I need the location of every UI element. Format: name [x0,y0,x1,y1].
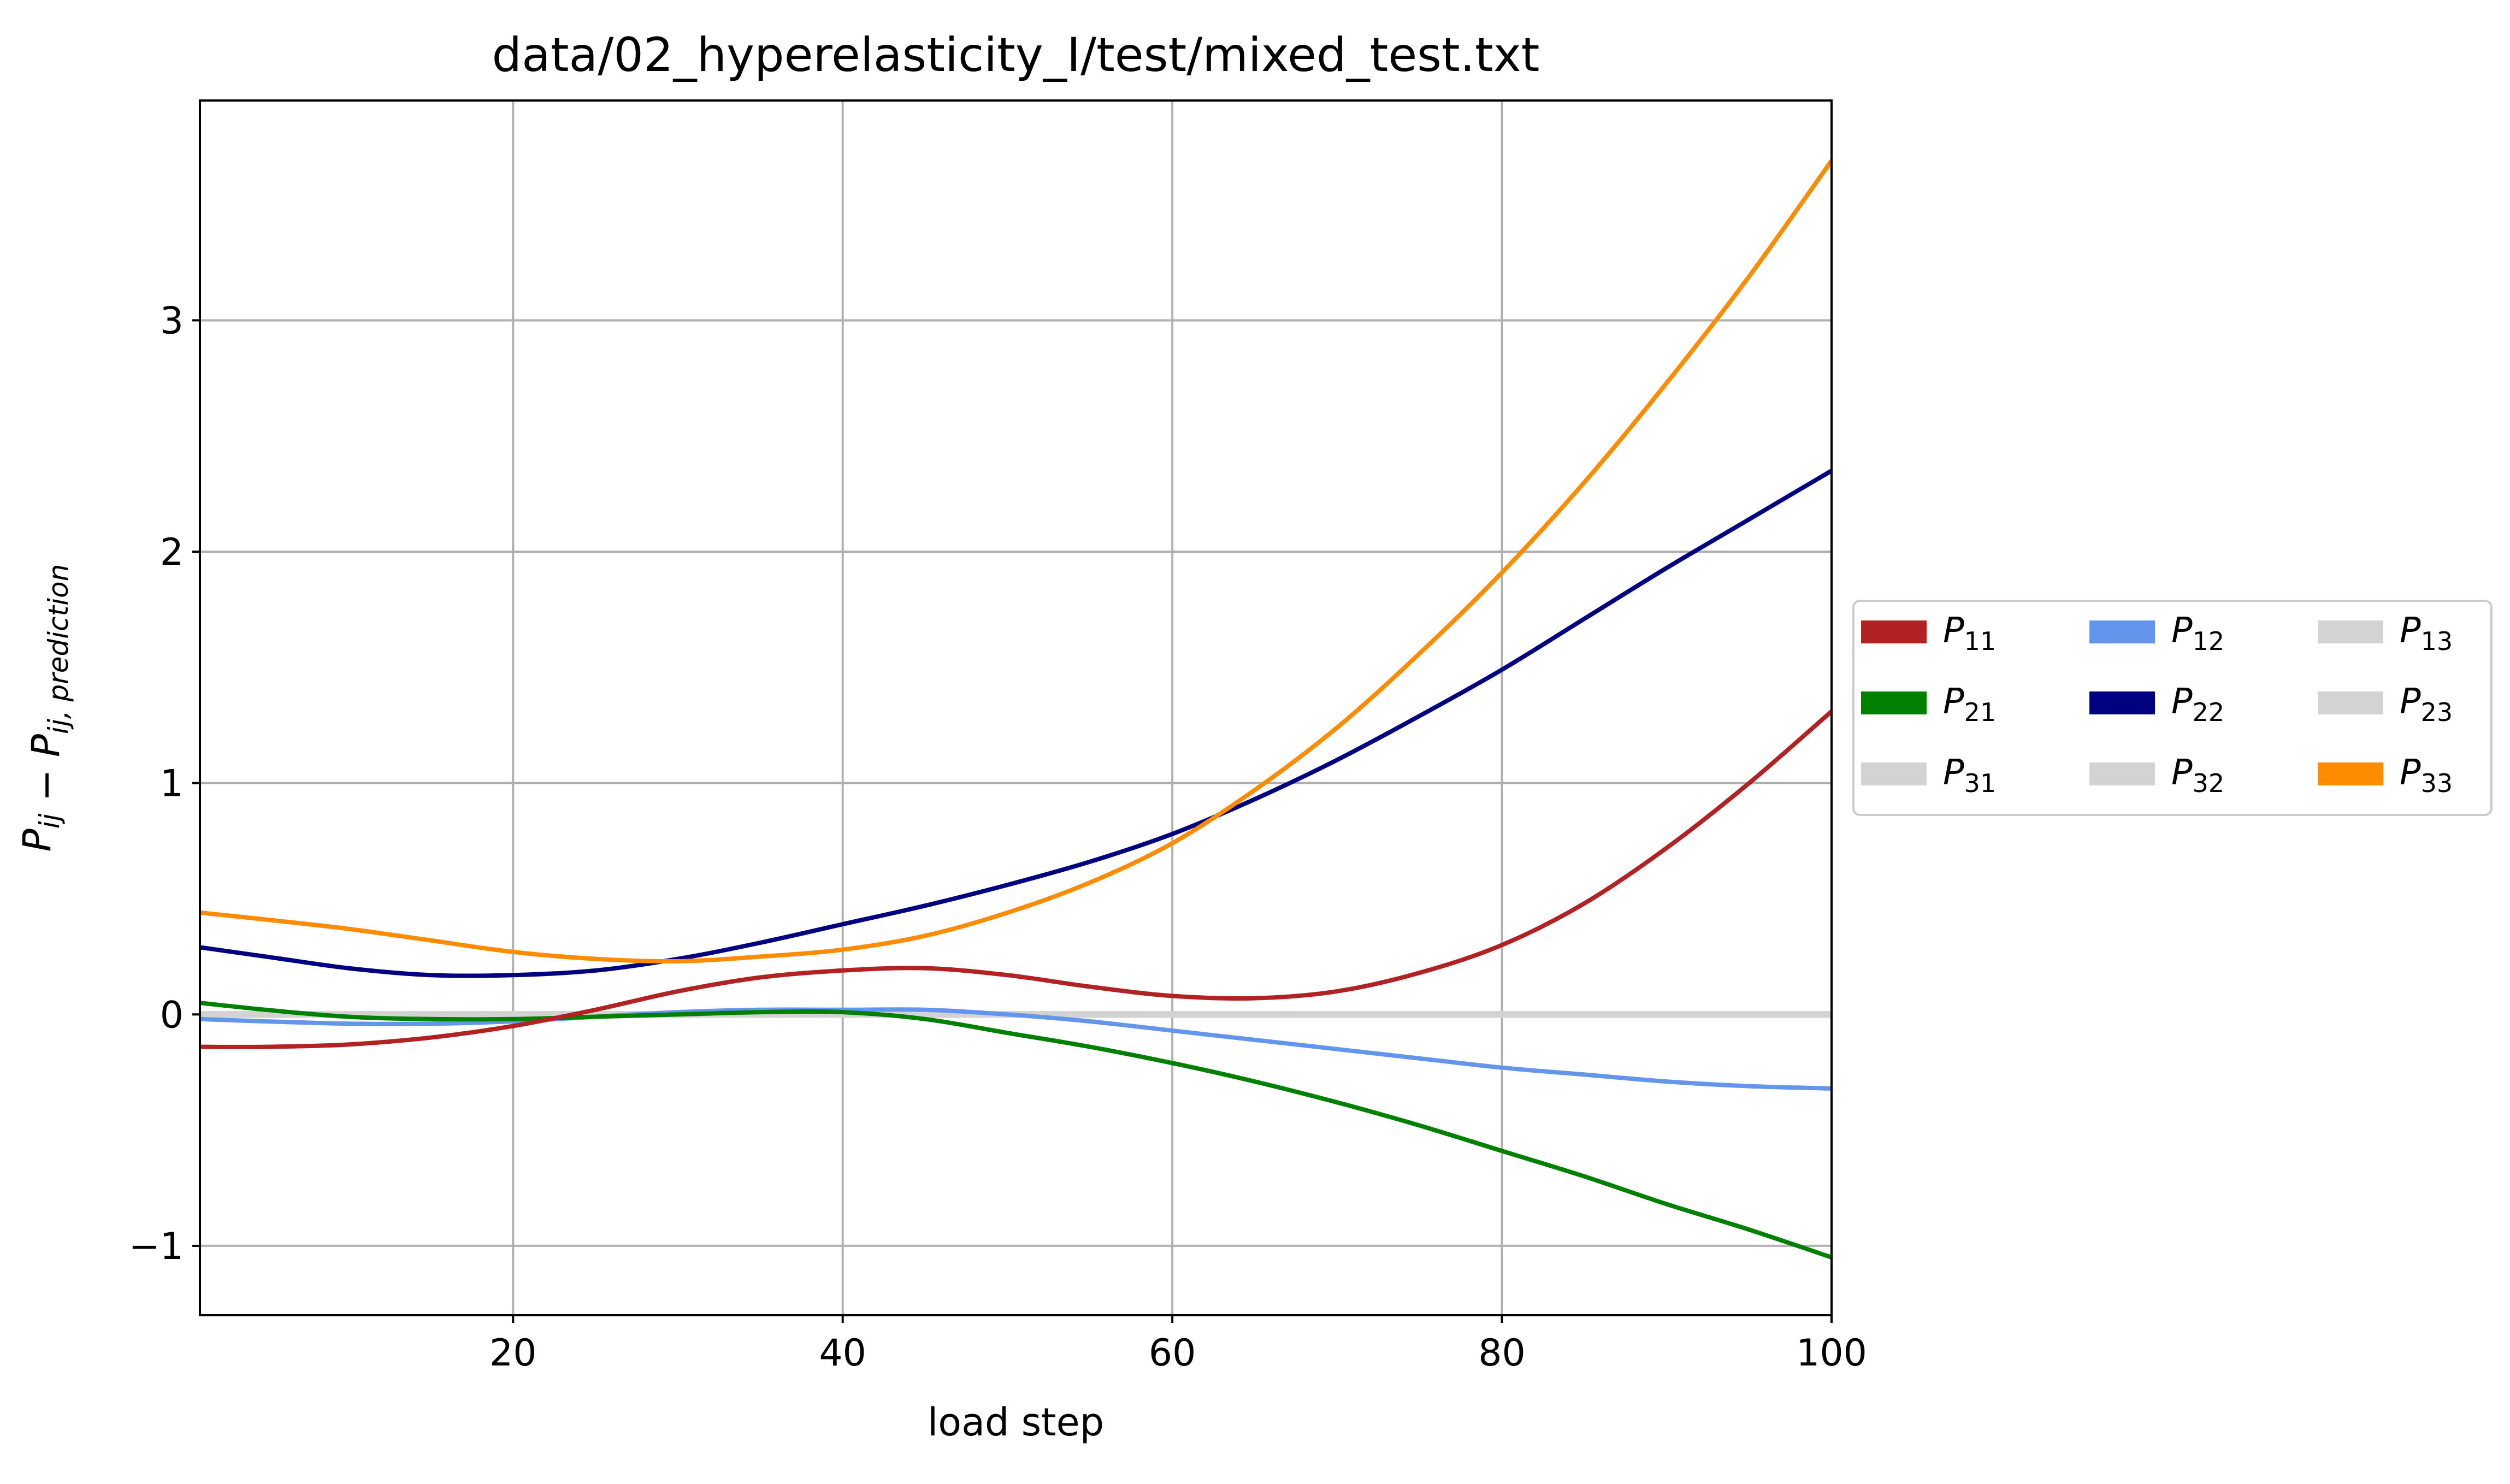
series-lines [200,159,1832,1260]
legend-swatch-p22 [2089,691,2155,714]
series-line-p33 [200,159,1832,964]
plot-frame [199,99,1833,1316]
legend-swatch-p21 [1861,691,1927,714]
series-line-p21 [200,1001,1832,1260]
legend-swatch-p12 [2089,620,2155,643]
series-line-p12 [200,1007,1832,1091]
legend-label-p33: P33 [2400,753,2453,798]
y-tick-label: −1 [129,1225,184,1268]
legend-label-p32: P32 [2171,753,2224,798]
legend-swatch-p31 [1861,762,1927,785]
y-tick-label: 3 [160,299,184,342]
y-axis-label: Pij − Pij, prediction [15,564,74,852]
y-axis-ticks: −1 0 1 2 3 [129,299,200,1268]
legend-swatch-p23 [2318,691,2383,714]
x-axis-ticks: 20 40 60 80 100 [489,1315,1867,1375]
chart-title: data/02_hyperelasticity_I/test/mixed_tes… [492,28,1540,82]
series-line-p11 [200,710,1832,1049]
legend-label-p31: P31 [1943,753,1996,798]
x-axis-label: load step [928,1400,1104,1445]
legend-label-p12: P12 [2171,611,2224,656]
x-tick-label: 40 [819,1332,866,1375]
legend-swatch-p11 [1861,620,1927,643]
x-tick-label: 100 [1796,1332,1867,1375]
legend-swatch-p32 [2089,762,2155,785]
legend-label-p11: P11 [1943,611,1996,656]
x-tick-label: 60 [1149,1332,1196,1375]
legend-frame [1852,600,2493,816]
y-tick-label: 2 [160,531,184,574]
y-tick-label: 1 [160,762,184,806]
legend-label-p13: P13 [2400,611,2453,656]
legend-swatch-p33 [2318,762,2383,785]
legend: P11 P21 P31 P12 P22 P32 P13 P23 P33 [1852,600,2493,816]
legend-label-p21: P21 [1943,682,1996,727]
legend-swatch-p13 [2318,620,2383,643]
legend-label-p22: P22 [2171,682,2224,727]
x-tick-label: 20 [489,1332,537,1375]
y-tick-label: 0 [160,994,184,1037]
series-line-p22 [200,469,1832,978]
legend-label-p23: P23 [2400,682,2453,727]
x-tick-label: 80 [1478,1332,1526,1375]
